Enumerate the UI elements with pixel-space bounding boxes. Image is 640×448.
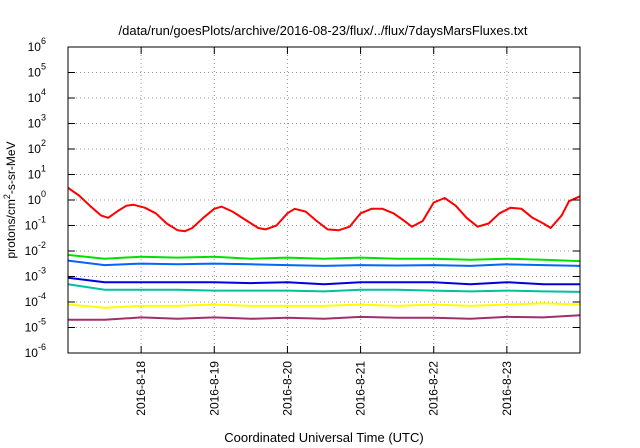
- series-line-4: [67, 276, 580, 286]
- y-tick-label: 103: [28, 113, 46, 131]
- x-tick-label: 2016-8-22: [427, 361, 441, 416]
- series-line-1: [67, 186, 581, 233]
- y-tick-label: 10-4: [25, 291, 46, 309]
- x-axis-label: Coordinated Universal Time (UTC): [224, 430, 423, 445]
- series-line-2: [67, 253, 581, 263]
- y-tick-label: 10-6: [25, 342, 46, 360]
- x-tick-label: 2016-8-23: [500, 361, 514, 416]
- chart-title: /data/run/goesPlots/archive/2016-08-23/f…: [119, 23, 528, 38]
- x-tick-label: 2016-8-20: [280, 361, 294, 416]
- series-line-6: [67, 302, 581, 309]
- series-line-3: [67, 259, 581, 267]
- y-tick-label: 10-5: [25, 317, 46, 335]
- series-layer: [67, 186, 581, 321]
- series-line-7: [68, 314, 581, 321]
- y-tick-label: 10-1: [25, 215, 46, 233]
- series-line-5: [67, 283, 581, 293]
- y-axis-label: protons/cm2-s-sr-MeV: [2, 141, 18, 258]
- y-tick-label: 10-2: [25, 240, 46, 258]
- y-axis: 10-6 10-5 10-4 10-3 10-2 10-1 100 101 102 103 104 1…: [25, 36, 580, 360]
- x-tick-label: 2016-8-19: [207, 361, 221, 416]
- grid: [68, 47, 580, 353]
- y-tick-label: 102: [28, 138, 46, 156]
- y-tick-label: 100: [28, 189, 46, 207]
- y-tick-label: 10-3: [25, 266, 46, 284]
- y-tick-label: 106: [28, 36, 46, 54]
- y-tick-label: 104: [28, 87, 46, 105]
- y-tick-label: 101: [28, 164, 46, 182]
- x-tick-label: 2016-8-18: [134, 361, 148, 416]
- x-axis: 2016-8-18 2016-8-19 2016-8-20 2016-8-21 2016…: [134, 47, 514, 416]
- y-tick-label: 105: [28, 62, 46, 80]
- x-tick-label: 2016-8-21: [354, 361, 368, 416]
